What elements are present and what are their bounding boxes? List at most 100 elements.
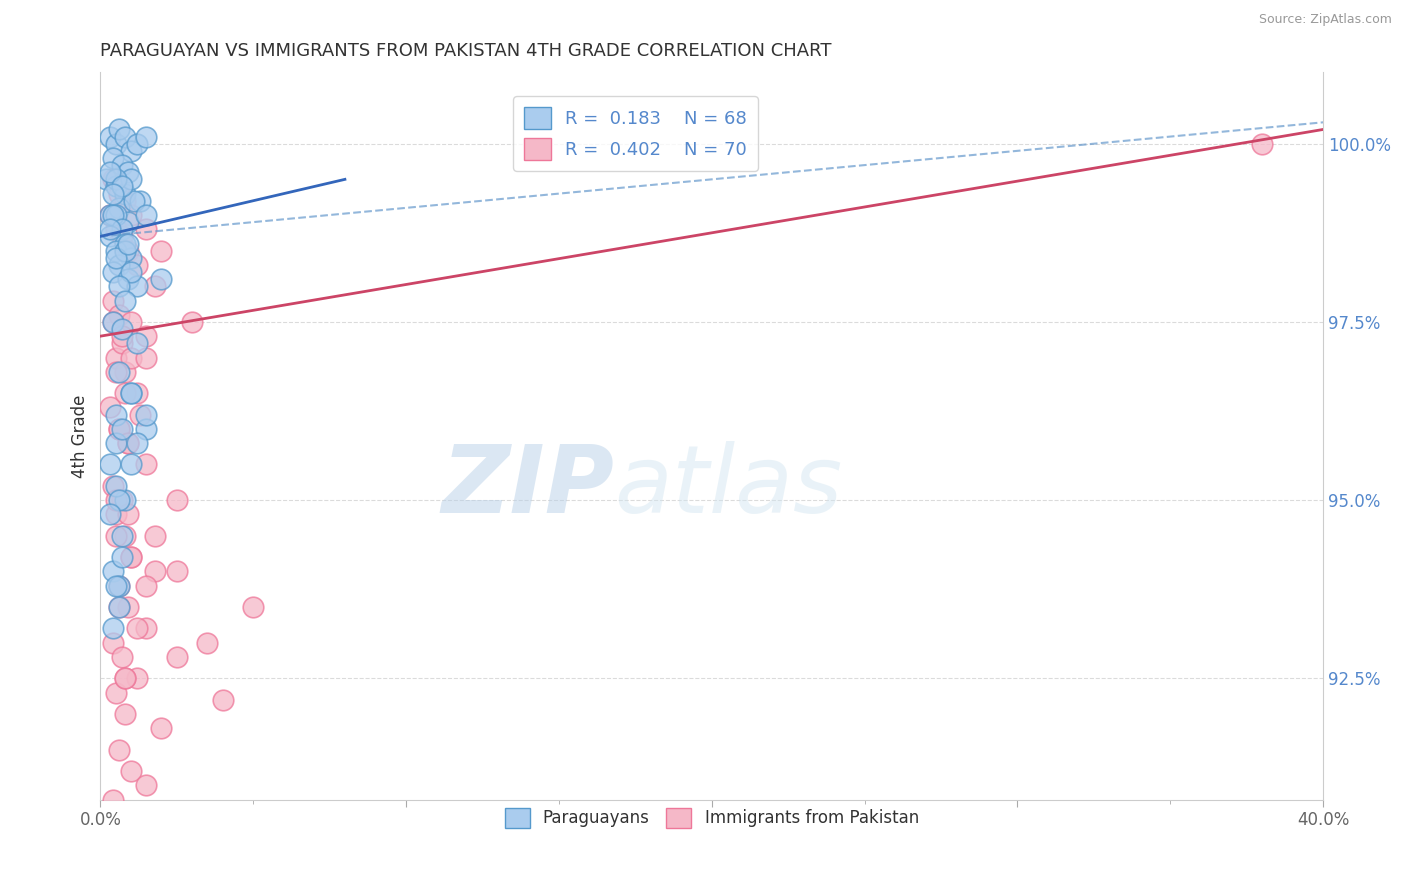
- Point: [114, 365, 136, 379]
- Point: [104, 685, 127, 699]
- Point: [107, 308, 129, 322]
- Point: [166, 565, 188, 579]
- Text: atlas: atlas: [614, 442, 842, 533]
- Point: [145, 565, 167, 579]
- Point: [104, 479, 127, 493]
- Point: [104, 365, 127, 379]
- Point: [111, 493, 134, 508]
- Point: [125, 336, 148, 351]
- Point: [135, 222, 157, 236]
- Point: [117, 272, 139, 286]
- Point: [101, 622, 124, 636]
- Point: [107, 579, 129, 593]
- Point: [125, 136, 148, 151]
- Point: [104, 408, 127, 422]
- Point: [120, 386, 142, 401]
- Point: [120, 764, 142, 778]
- Point: [195, 636, 218, 650]
- Point: [135, 351, 157, 365]
- Point: [114, 671, 136, 685]
- Point: [125, 279, 148, 293]
- Point: [125, 622, 148, 636]
- Point: [117, 600, 139, 615]
- Point: [111, 529, 134, 543]
- Point: [107, 258, 129, 272]
- Point: [98, 229, 121, 244]
- Point: [135, 622, 157, 636]
- Point: [150, 721, 173, 735]
- Point: [120, 550, 142, 565]
- Point: [120, 550, 142, 565]
- Point: [107, 201, 129, 215]
- Text: PARAGUAYAN VS IMMIGRANTS FROM PAKISTAN 4TH GRADE CORRELATION CHART: PARAGUAYAN VS IMMIGRANTS FROM PAKISTAN 4…: [100, 42, 832, 60]
- Text: ZIP: ZIP: [441, 441, 614, 533]
- Point: [104, 179, 127, 194]
- Point: [101, 293, 124, 308]
- Point: [98, 401, 121, 415]
- Point: [101, 315, 124, 329]
- Point: [107, 122, 129, 136]
- Point: [117, 236, 139, 251]
- Point: [104, 351, 127, 365]
- Point: [117, 436, 139, 450]
- Point: [101, 208, 124, 222]
- Point: [150, 272, 173, 286]
- Point: [107, 186, 129, 201]
- Point: [120, 172, 142, 186]
- Point: [111, 422, 134, 436]
- Point: [145, 279, 167, 293]
- Point: [117, 508, 139, 522]
- Point: [107, 493, 129, 508]
- Point: [104, 208, 127, 222]
- Point: [120, 458, 142, 472]
- Point: [111, 329, 134, 343]
- Point: [135, 579, 157, 593]
- Point: [101, 186, 124, 201]
- Point: [125, 436, 148, 450]
- Point: [125, 386, 148, 401]
- Point: [211, 692, 233, 706]
- Point: [111, 336, 134, 351]
- Point: [98, 222, 121, 236]
- Point: [135, 329, 157, 343]
- Point: [135, 408, 157, 422]
- Point: [101, 265, 124, 279]
- Point: [114, 386, 136, 401]
- Point: [120, 351, 142, 365]
- Point: [111, 550, 134, 565]
- Point: [129, 408, 152, 422]
- Point: [120, 386, 142, 401]
- Point: [107, 279, 129, 293]
- Point: [120, 315, 142, 329]
- Point: [98, 208, 121, 222]
- Point: [111, 229, 134, 244]
- Point: [101, 479, 124, 493]
- Point: [117, 165, 139, 179]
- Point: [101, 636, 124, 650]
- Point: [107, 365, 129, 379]
- Point: [101, 792, 124, 806]
- Point: [114, 493, 136, 508]
- Point: [111, 649, 134, 664]
- Point: [96, 172, 118, 186]
- Point: [114, 529, 136, 543]
- Point: [104, 244, 127, 258]
- Point: [104, 436, 127, 450]
- Point: [135, 208, 157, 222]
- Point: [135, 422, 157, 436]
- Point: [117, 215, 139, 229]
- Point: [101, 172, 124, 186]
- Point: [104, 251, 127, 265]
- Point: [114, 293, 136, 308]
- Point: [117, 436, 139, 450]
- Point: [129, 194, 152, 208]
- Point: [98, 208, 121, 222]
- Point: [111, 179, 134, 194]
- Point: [120, 265, 142, 279]
- Point: [114, 186, 136, 201]
- Point: [98, 129, 121, 144]
- Point: [120, 208, 142, 222]
- Point: [101, 151, 124, 165]
- Point: [114, 194, 136, 208]
- Point: [135, 129, 157, 144]
